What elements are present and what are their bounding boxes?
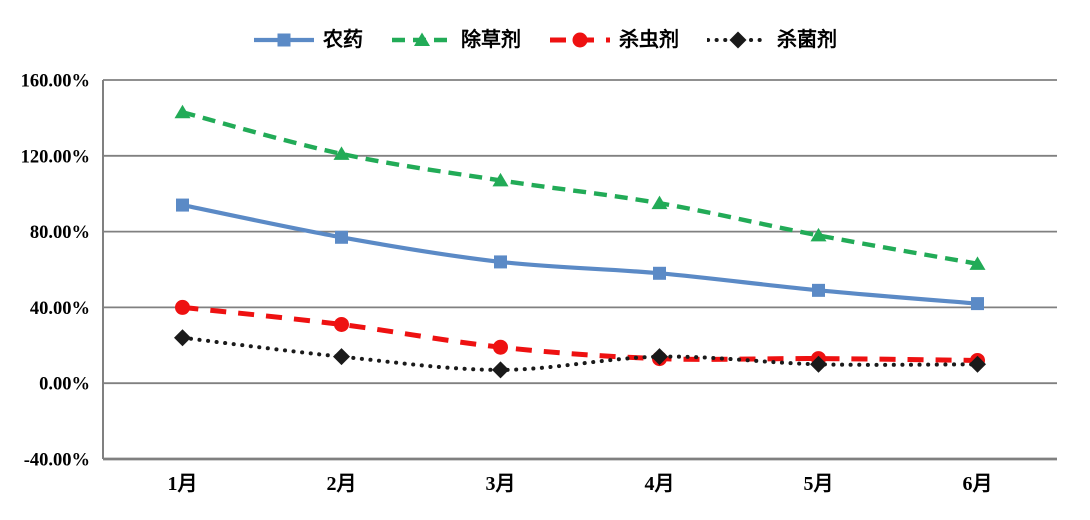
- circle-marker-icon: [550, 32, 610, 48]
- legend-label: 农药: [323, 29, 363, 51]
- x-axis-tick-label: 5月: [804, 473, 834, 495]
- chart-legend: 农药 除草剂 杀虫剂 杀菌剂: [0, 30, 1090, 50]
- series-marker-0: [176, 198, 189, 212]
- y-axis-tick-label: 40.00%: [30, 299, 90, 319]
- series-marker-2: [334, 316, 349, 332]
- legend-label: 杀菌剂: [777, 29, 837, 51]
- legend-marker-sample: [414, 32, 430, 46]
- series-line-2: [182, 304, 978, 363]
- series-marker-3: [492, 361, 509, 379]
- series-marker-1: [333, 146, 350, 160]
- series-marker-0: [971, 297, 984, 311]
- series-marker-0: [335, 230, 348, 244]
- x-axis-tick-label: 3月: [486, 473, 516, 495]
- x-axis-tick-label: 4月: [645, 473, 675, 495]
- diamond-marker-icon: [707, 31, 769, 49]
- series-marker-0: [812, 283, 825, 297]
- legend-marker-sample: [729, 31, 747, 49]
- legend-label: 除草剂: [461, 29, 521, 51]
- y-axis-tick-label: 0.00%: [39, 375, 90, 395]
- series-marker-3: [810, 355, 827, 373]
- x-axis-tick-label: 6月: [963, 473, 993, 495]
- x-axis-tick-label: 1月: [168, 473, 198, 495]
- y-axis-tick-label: 120.00%: [21, 147, 90, 167]
- legend-item-2: 杀虫剂: [549, 30, 679, 50]
- triangle-marker-icon: [392, 32, 452, 46]
- series-marker-1: [651, 195, 668, 210]
- x-axis-tick-label: 2月: [327, 473, 357, 495]
- series-line-0: [182, 203, 978, 306]
- y-axis-tick-label: -40.00%: [24, 451, 90, 471]
- series-marker-3: [174, 329, 191, 347]
- series-marker-3: [651, 348, 668, 366]
- series-marker-1: [492, 172, 509, 187]
- series-marker-3: [969, 355, 986, 373]
- y-axis-tick-label: 80.00%: [30, 223, 90, 243]
- series-line-1: [181, 110, 978, 266]
- series-marker-1: [810, 227, 827, 242]
- series-marker-3: [333, 348, 350, 366]
- y-axis-tick-label: 160.00%: [21, 72, 90, 92]
- series-marker-2: [493, 339, 508, 355]
- square-marker-icon: [254, 33, 314, 47]
- series-marker-0: [653, 266, 666, 280]
- legend-item-3: 杀菌剂: [707, 30, 837, 50]
- legend-item-1: 除草剂: [391, 30, 521, 50]
- legend-label: 杀虫剂: [619, 29, 679, 51]
- legend-marker-sample: [277, 33, 291, 47]
- series-marker-0: [494, 255, 507, 269]
- legend-marker-sample: [572, 32, 588, 48]
- series-marker-2: [175, 299, 190, 315]
- legend-item-0: 农药: [253, 30, 363, 50]
- series-marker-1: [174, 104, 191, 119]
- series-marker-1: [969, 256, 986, 270]
